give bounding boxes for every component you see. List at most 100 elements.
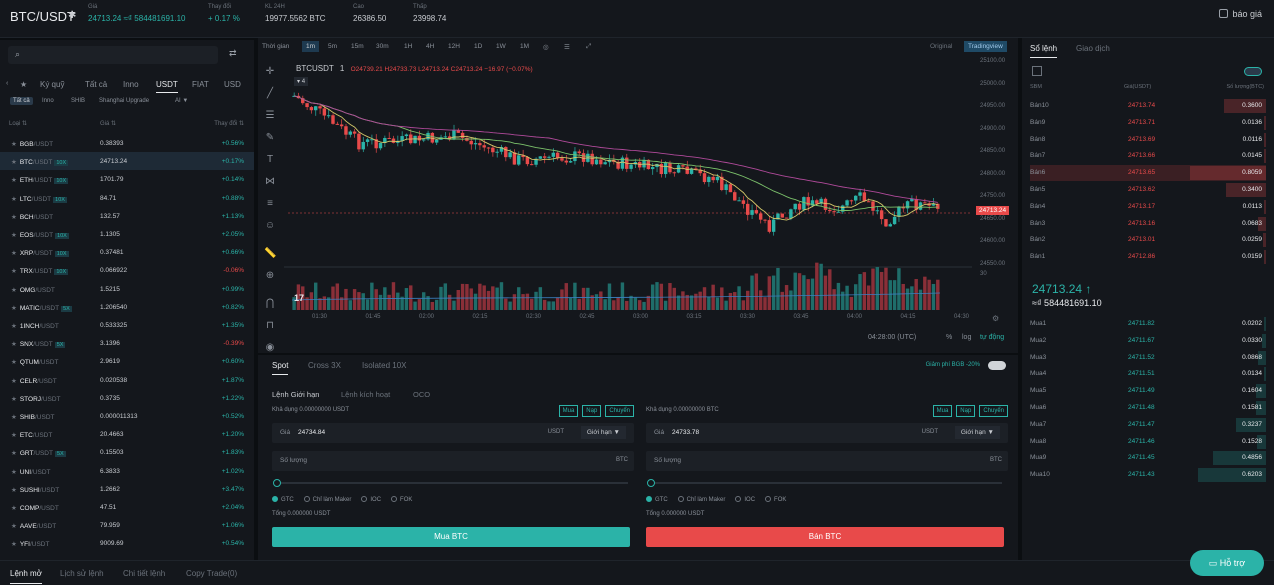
ask-row[interactable]: Bán1 24712.86 0.0159 [1030, 249, 1266, 265]
ask-row[interactable]: Bán5 24713.62 0.3400 [1030, 182, 1266, 198]
candlestick-chart[interactable] [258, 38, 1018, 353]
tab-spot[interactable]: Spot [272, 361, 289, 375]
tab-cross[interactable]: Cross 3X [308, 361, 341, 370]
star-tab-icon[interactable]: ★ [20, 80, 28, 89]
percent-toggle[interactable]: % [946, 334, 953, 341]
eye-icon[interactable]: ◉ [265, 342, 275, 353]
transfer-button[interactable]: Chuyển [605, 405, 634, 417]
tab-fiat[interactable]: FIAT [192, 80, 209, 89]
trendline-icon[interactable]: ╱ [266, 88, 274, 99]
favorite-star-icon[interactable]: ★ [11, 268, 17, 276]
tab-trades[interactable]: Giao dịch [1076, 44, 1110, 53]
ask-row[interactable]: Bán6 24713.65 0.8059 [1030, 165, 1266, 182]
interval-1m[interactable]: 1m [302, 41, 320, 52]
crosshair-icon[interactable]: ✛ [265, 66, 275, 77]
favorite-star-icon[interactable]: ★ [11, 250, 17, 258]
market-row[interactable]: ★ SUSHI/USDT 1.2662 +3.47% [0, 480, 254, 498]
favorite-star-icon[interactable]: ★ [11, 177, 17, 185]
market-row[interactable]: ★ XRP/USDT 10X 0.37481 +0.66% [0, 243, 254, 261]
subtab-shib[interactable]: SHIB [71, 98, 86, 104]
bid-row[interactable]: Mua1 24711.82 0.0202 [1030, 316, 1266, 332]
lock-icon[interactable]: ⊓ [266, 320, 274, 331]
bid-row[interactable]: Mua3 24711.52 0.0868 [1030, 350, 1266, 366]
market-row[interactable]: ★ GRT/USDT 5X 0.15503 +1.83% [0, 443, 254, 461]
book-toggle[interactable] [1244, 67, 1262, 76]
price-field[interactable]: Giá 24733.78 USDT Giới hạn ▼ [646, 423, 1008, 443]
ruler-icon[interactable]: 📏 [264, 248, 277, 259]
tif-1[interactable]: Chỉ làm Maker [303, 496, 351, 503]
tab-usd[interactable]: USD [224, 80, 241, 89]
quantity-field[interactable]: Số lượng BTC [272, 451, 634, 471]
list-icon[interactable]: ‹ [6, 80, 9, 87]
bid-row[interactable]: Mua8 24711.46 0.1528 [1030, 434, 1266, 450]
tab-order-details[interactable]: Chi tiết lệnh [123, 569, 166, 578]
favorite-star-icon[interactable]: ★ [11, 468, 17, 476]
market-row[interactable]: ★ COMP/USDT 47.51 +2.04% [0, 498, 254, 516]
favorite-star-icon[interactable]: ★ [11, 323, 17, 330]
bid-row[interactable]: Mua10 24711.43 0.6203 [1030, 467, 1266, 483]
favorite-star-icon[interactable]: ★ [11, 377, 17, 385]
market-row[interactable]: ★ AAVE/USDT 79.959 +1.06% [0, 516, 254, 534]
ask-row[interactable]: Bán2 24713.01 0.0259 [1030, 232, 1266, 248]
favorite-star-icon[interactable]: ★ [11, 523, 17, 531]
auto-toggle[interactable]: tự động [980, 334, 1005, 341]
tif-0[interactable]: GTC [646, 496, 668, 503]
interval-1W[interactable]: 1W [496, 43, 506, 50]
col-change[interactable]: Thay đổi ⇅ [214, 121, 244, 127]
favorite-star-icon[interactable]: ★ [11, 505, 17, 512]
market-row[interactable]: ★ QTUM/USDT 2.9619 +0.60% [0, 352, 254, 370]
tab-trigger[interactable]: Lệnh kích hoạt [341, 390, 391, 399]
favorite-star-icon[interactable]: ★ [11, 541, 17, 549]
favorite-star-icon[interactable]: ★ [11, 304, 17, 312]
market-row[interactable]: ★ MATIC/USDT 5X 1.206540 +0.82% [0, 298, 254, 316]
swap-icon[interactable]: ⇄ [229, 48, 237, 58]
tab-usdt[interactable]: USDT [156, 80, 178, 93]
tif-0[interactable]: GTC [272, 496, 294, 503]
subtab-all[interactable]: Tất cả [10, 97, 33, 105]
pattern-icon[interactable]: ⋈ [265, 176, 275, 187]
transfer-button[interactable]: Chuyển [979, 405, 1008, 417]
col-pair[interactable]: Loại ⇅ [9, 121, 28, 127]
tab-all[interactable]: Tất cả [85, 80, 108, 89]
log-toggle[interactable]: log [962, 334, 972, 341]
favorite-star-icon[interactable]: ★ [11, 195, 17, 203]
favorite-star-icon[interactable]: ★ [11, 141, 17, 148]
bid-row[interactable]: Mua7 24711.47 0.3237 [1030, 417, 1266, 433]
magnet-icon[interactable]: ⋂ [265, 298, 275, 309]
favorite-star-icon[interactable]: ★ [11, 486, 17, 494]
tab-margin[interactable]: Ký quỹ [40, 80, 65, 89]
indicator-icon[interactable]: ◎ [543, 44, 549, 51]
bid-row[interactable]: Mua6 24711.48 0.1581 [1030, 400, 1266, 416]
tab-limit[interactable]: Lệnh Giới hạn [272, 390, 320, 399]
favorite-star-icon[interactable]: ★ [11, 286, 17, 294]
order-mode-select[interactable]: Giới hạn ▼ [580, 426, 626, 439]
market-row[interactable]: ★ SHIB/USDT 0.000011313 +0.52% [0, 407, 254, 425]
quantity-field[interactable]: Số lượng BTC [646, 451, 1008, 471]
favorite-star-icon[interactable]: ★ [11, 395, 17, 403]
market-row[interactable]: ★ CELR/USDT 0.020538 +1.87% [0, 371, 254, 389]
zoom-icon[interactable]: ⊕ [265, 270, 275, 281]
tab-oco[interactable]: OCO [413, 390, 431, 399]
ask-row[interactable]: Bán9 24713.71 0.0136 [1030, 115, 1266, 131]
bid-row[interactable]: Mua9 24711.45 0.4856 [1030, 450, 1266, 466]
favorite-star-icon[interactable]: ★ [11, 232, 17, 239]
tab-isolated[interactable]: Isolated 10X [362, 361, 407, 370]
market-row[interactable]: ★ EOS/USDT 10X 1.1305 +2.05% [0, 225, 254, 243]
utc-clock[interactable]: 04:28:00 (UTC) [868, 334, 917, 341]
book-layout-icon[interactable] [1032, 66, 1042, 76]
market-row[interactable]: ★ ETC/USDT 20.4663 +1.20% [0, 425, 254, 443]
subtab-shanghai[interactable]: Shanghai Upgrade [99, 98, 150, 104]
tab-orderbook[interactable]: Sổ lệnh [1030, 44, 1058, 58]
text-icon[interactable]: T [266, 154, 274, 165]
interval-1H[interactable]: 1H [404, 43, 413, 50]
fullscreen-icon[interactable]: ⤢ [586, 43, 592, 50]
price-field[interactable]: Giá 24734.84 USDT Giới hạn ▼ [272, 423, 634, 443]
favorite-star-icon[interactable]: ★ [11, 414, 17, 421]
favorite-icon[interactable]: ✱ [68, 10, 77, 21]
deposit-buy-button[interactable]: Mua [558, 405, 579, 417]
favorite-star-icon[interactable]: ★ [11, 359, 17, 367]
tab-inno[interactable]: Inno [123, 80, 139, 89]
ask-row[interactable]: Bán10 24713.74 0.3600 [1030, 98, 1266, 114]
settings-icon[interactable]: ☰ [564, 44, 570, 51]
amount-slider[interactable] [273, 479, 628, 487]
